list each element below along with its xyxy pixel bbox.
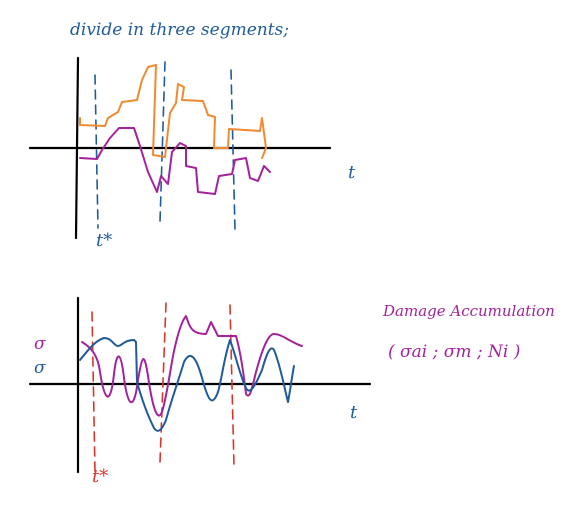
side-note: Damage Accumulation ( σai ; σm ; Ni ) bbox=[382, 302, 555, 362]
bottom-divider-1 bbox=[91, 311, 96, 473]
bottom-divider-3 bbox=[229, 304, 235, 467]
top-purple-signal bbox=[79, 127, 271, 195]
top-divider-2 bbox=[159, 61, 166, 223]
top-divider-3 bbox=[230, 69, 236, 231]
top-sketch-title: divide in three segments; bbox=[70, 20, 289, 40]
bottom-sketch: σ σ t t* bbox=[28, 296, 372, 487]
bottom-marker-label: t* bbox=[92, 466, 108, 487]
bottom-blue-signal bbox=[79, 337, 295, 432]
top-orange-signal bbox=[79, 64, 267, 159]
bottom-y-label-lower: σ bbox=[34, 358, 46, 378]
top-divider-1 bbox=[94, 74, 99, 229]
bottom-divider-2 bbox=[159, 302, 167, 463]
side-note-title: Damage Accumulation bbox=[382, 302, 555, 320]
bottom-y-label-upper: σ bbox=[34, 334, 46, 354]
bottom-x-axis-label: t bbox=[350, 402, 358, 423]
top-sketch: divide in three segments; t t* bbox=[28, 20, 356, 251]
top-marker-label: t* bbox=[96, 230, 112, 251]
bottom-purple-signal bbox=[81, 315, 303, 417]
top-x-axis-label: t bbox=[348, 162, 356, 183]
side-note-formula: ( σai ; σm ; Ni ) bbox=[388, 342, 520, 362]
